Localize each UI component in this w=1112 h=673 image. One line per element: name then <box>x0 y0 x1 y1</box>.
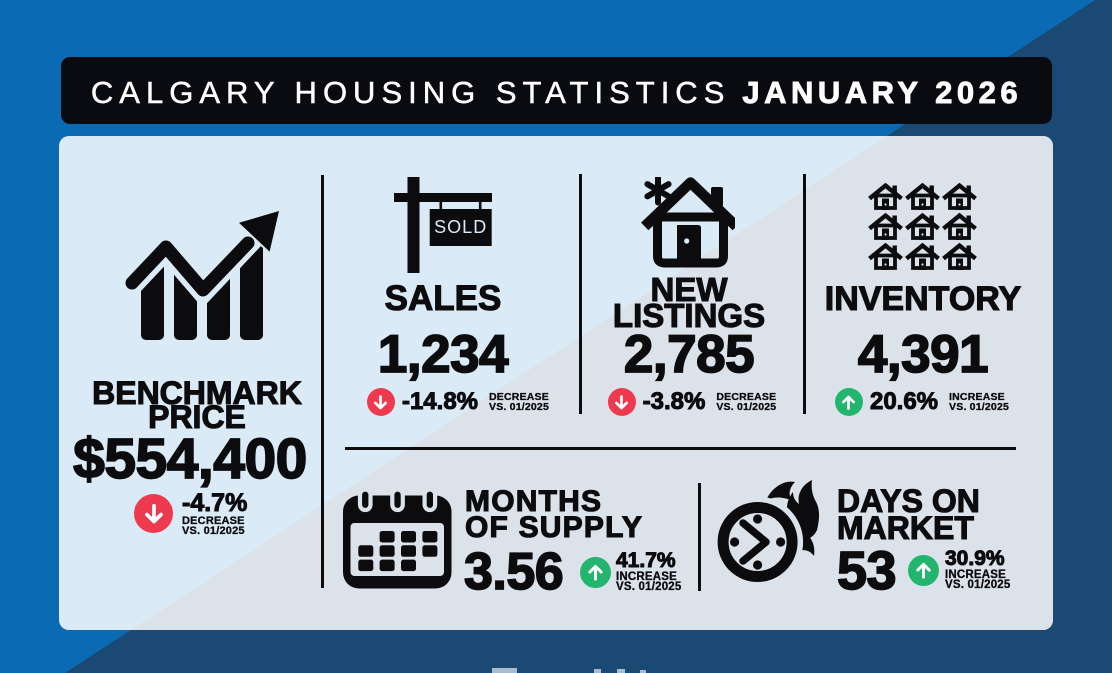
inventory-change: 20.6% INCREASE VS. 01/2025 <box>822 388 1022 416</box>
months-of-supply-change-pct: 41.7% <box>616 549 677 572</box>
benchmark-change: -4.7% DECREASE VS. 01/2025 <box>134 489 248 537</box>
months-of-supply-change-vs: VS. 01/2025 <box>616 581 682 593</box>
benchmark-value: $554,400 <box>72 427 308 491</box>
calendar-icon <box>343 487 452 589</box>
down-arrow-icon <box>366 388 395 416</box>
sales-change-vs: VS. 01/2025 <box>489 401 550 413</box>
months-of-supply-change: 41.7% INCREASE VS. 01/2025 <box>580 550 682 593</box>
days-on-market-change-word: INCREASE <box>945 569 1007 581</box>
sold-sign-text: SOLD <box>434 217 487 237</box>
days-on-market-value: 53 <box>836 541 897 601</box>
benchmark-change-vs: VS. 01/2025 <box>182 525 245 537</box>
divider-sales-listings <box>579 174 582 414</box>
header-title: CALGARY HOUSING STATISTICS <box>90 74 731 110</box>
sales-value: 1,234 <box>377 325 509 384</box>
days-on-market-change: 30.9% INCREASE VS. 01/2025 <box>908 548 1011 591</box>
new-listings-change: -3.8% DECREASE VS. 01/2025 <box>592 388 792 416</box>
new-listings-change-word: DECREASE <box>716 390 777 403</box>
trend-chart-icon <box>124 208 282 340</box>
new-listings-label: NEW LISTINGS <box>612 271 766 334</box>
inventory-value: 4,391 <box>857 325 989 384</box>
days-on-market-change-pct: 30.9% <box>945 547 1006 570</box>
divider-bottom <box>698 483 701 591</box>
sales-change-word: DECREASE <box>489 390 549 403</box>
divider-listings-inventory <box>803 174 806 414</box>
up-arrow-icon <box>908 555 939 586</box>
divider-benchmark <box>321 175 324 588</box>
down-arrow-icon <box>134 494 173 533</box>
inventory-change-word: INCREASE <box>949 390 1005 403</box>
sales-label: SALES <box>384 279 502 318</box>
benchmark-change-word: DECREASE <box>182 515 245 527</box>
days-on-market-label: DAYS ON MARKET <box>836 483 980 546</box>
benchmark-label: BENCHMARK PRICE <box>92 375 303 435</box>
down-arrow-icon <box>607 388 636 416</box>
months-of-supply-label: MONTHS OF SUPPLY <box>464 485 644 544</box>
new-listings-value: 2,785 <box>623 325 755 384</box>
benchmark-change-pct: -4.7% <box>181 489 248 517</box>
up-arrow-icon <box>834 388 863 416</box>
divider-horizontal <box>345 447 1016 450</box>
months-of-supply-change-word: INCREASE <box>616 571 678 583</box>
inventory-label: INVENTORY <box>824 280 1022 318</box>
inventory-houses-icon <box>867 182 979 274</box>
clock-fire-icon <box>714 480 820 588</box>
sold-sign-icon: SOLD <box>394 177 492 273</box>
inventory-change-pct: 20.6% <box>869 388 939 416</box>
sales-change-pct: -14.8% <box>401 388 479 416</box>
new-listings-change-pct: -3.8% <box>642 388 706 416</box>
new-listings-change-vs: VS. 01/2025 <box>716 401 777 413</box>
days-on-market-change-vs: VS. 01/2025 <box>945 579 1011 591</box>
header-title-emphasis: JANUARY 2026 <box>742 74 1023 110</box>
new-listing-house-icon <box>641 177 735 268</box>
months-of-supply-value: 3.56 <box>463 543 564 601</box>
up-arrow-icon <box>580 557 611 588</box>
header-bar: CALGARY HOUSING STATISTICS JANUARY 2026 <box>61 57 1052 124</box>
sales-change: -14.8% DECREASE VS. 01/2025 <box>358 388 558 416</box>
inventory-change-vs: VS. 01/2025 <box>949 401 1010 413</box>
partial-logo <box>492 668 646 673</box>
